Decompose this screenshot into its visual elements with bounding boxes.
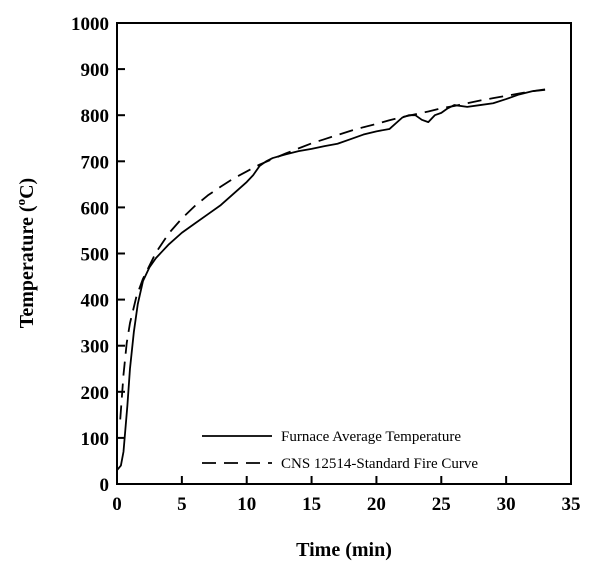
y-axis-ticks: 0 100 200 300 400 500 600 700 800 900 1000 bbox=[71, 14, 125, 496]
x-tick-label: 25 bbox=[432, 494, 451, 515]
y-tick-label: 900 bbox=[81, 60, 110, 81]
y-tick-label: 400 bbox=[81, 291, 110, 312]
x-tick-label: 5 bbox=[177, 494, 187, 515]
y-tick-label: 300 bbox=[81, 337, 110, 358]
y-tick-label: 500 bbox=[81, 245, 110, 266]
x-tick-label: 15 bbox=[302, 494, 321, 515]
y-tick-label: 0 bbox=[100, 475, 110, 496]
x-tick-label: 0 bbox=[112, 494, 122, 515]
series-furnace-average-line bbox=[116, 88, 546, 471]
x-tick-label: 30 bbox=[497, 494, 516, 515]
y-axis-title: Temperature (oC) bbox=[13, 178, 38, 328]
legend-label-cns: CNS 12514-Standard Fire Curve bbox=[281, 456, 478, 472]
series-cns-standard-fire-curve-line bbox=[119, 88, 546, 420]
y-tick-label: 700 bbox=[81, 152, 110, 173]
legend-label-furnace: Furnace Average Temperature bbox=[281, 429, 461, 445]
y-tick-label: 600 bbox=[81, 198, 110, 219]
y-axis-title-main: Temperature ( bbox=[16, 205, 38, 328]
y-tick-label: 800 bbox=[81, 106, 110, 127]
x-tick-label: 10 bbox=[237, 494, 256, 515]
x-axis-title: Time (min) bbox=[296, 539, 392, 561]
y-axis-title-end: C) bbox=[16, 178, 38, 199]
x-tick-label: 35 bbox=[562, 494, 581, 515]
series-layer bbox=[116, 88, 546, 471]
plot-frame bbox=[116, 22, 572, 485]
x-tick-label: 20 bbox=[367, 494, 386, 515]
y-tick-label: 200 bbox=[81, 383, 110, 404]
x-axis-ticks: 0 5 10 15 20 25 30 35 bbox=[112, 476, 581, 515]
y-tick-label: 100 bbox=[81, 429, 110, 450]
y-axis-title-superscript: o bbox=[13, 199, 28, 206]
legend: Furnace Average Temperature CNS 12514-St… bbox=[202, 429, 478, 472]
y-tick-label: 1000 bbox=[71, 14, 109, 35]
